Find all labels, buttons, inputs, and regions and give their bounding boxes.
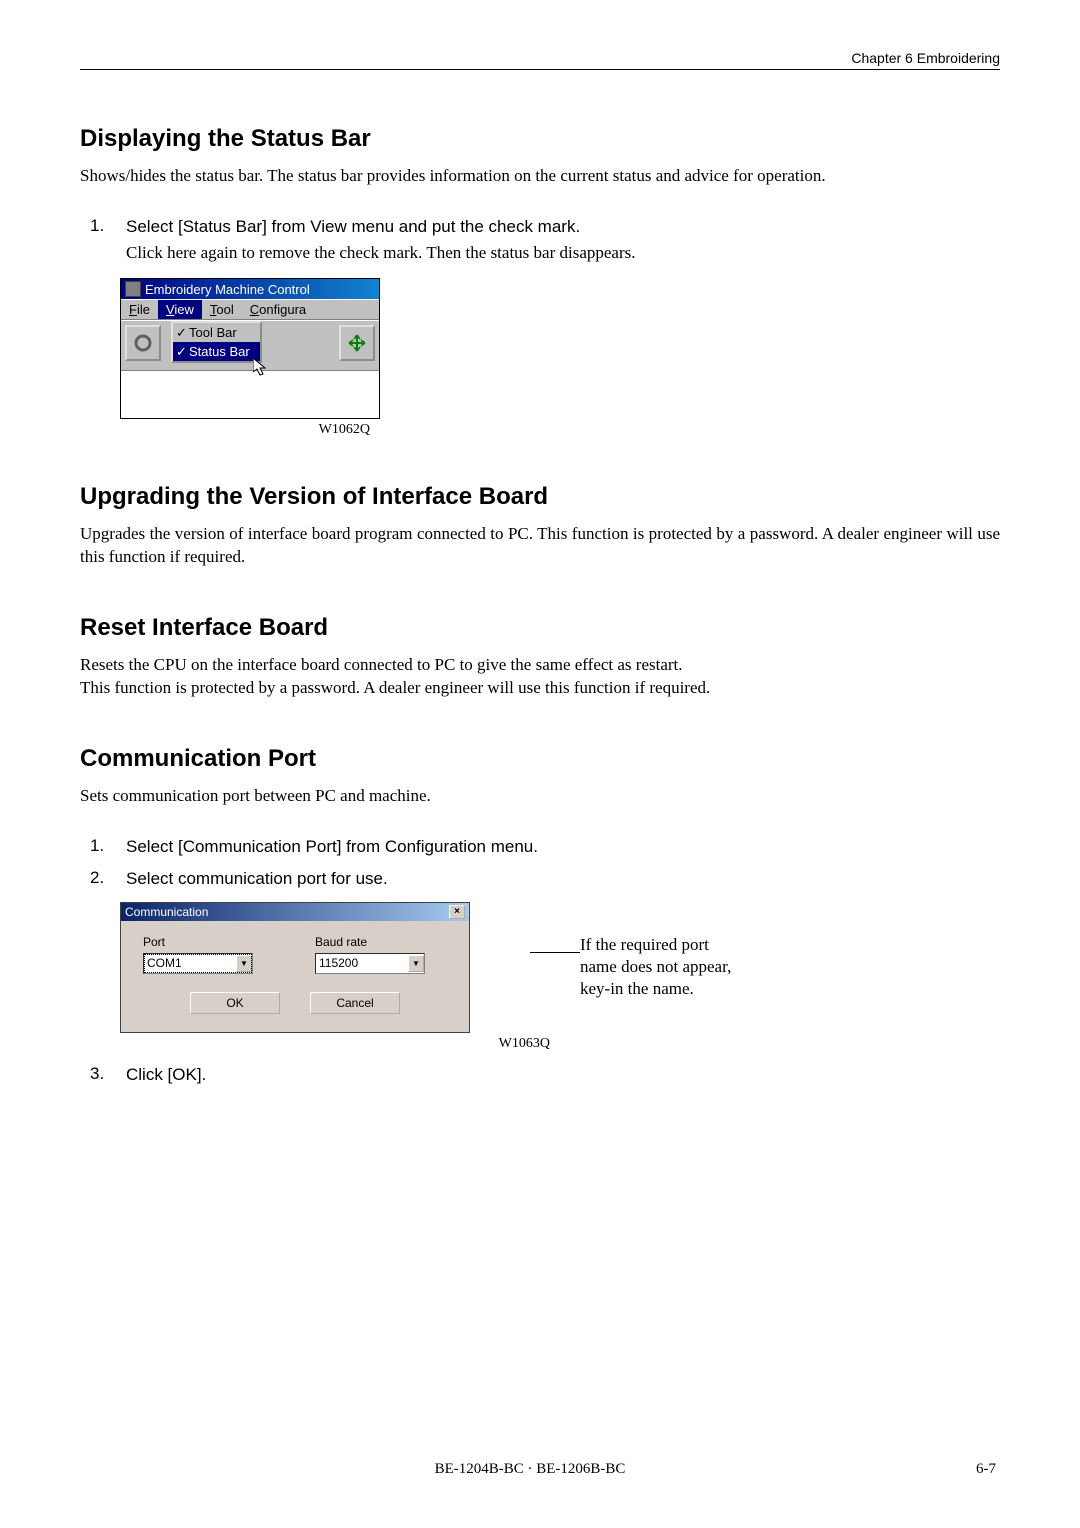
port-value: COM1 <box>147 956 182 970</box>
callout-text: If the required port name does not appea… <box>580 934 731 1000</box>
menu-tool[interactable]: Tool <box>202 300 242 319</box>
app-icon <box>125 281 141 297</box>
section3-body2: This function is protected by a password… <box>80 677 1000 700</box>
menu-configuration[interactable]: Configura <box>242 300 314 319</box>
step-text: Select communication port for use. <box>126 868 388 890</box>
close-button[interactable]: × <box>449 905 465 919</box>
dropdown-statusbar[interactable]: ✓ Status Bar <box>173 342 260 361</box>
page-header: Chapter 6 Embroidering <box>80 50 1000 70</box>
figure-code: W1062Q <box>120 422 380 438</box>
step-text: Select [Communication Port] from Configu… <box>126 836 538 858</box>
section4-step3: 3. Click [OK]. <box>90 1064 1000 1086</box>
section4-intro: Sets communication port between PC and m… <box>80 785 1000 808</box>
port-combo[interactable]: COM1 ▼ <box>143 953 253 974</box>
section4-step2: 2. Select communication port for use. <box>90 868 1000 890</box>
check-icon: ✓ <box>176 325 187 341</box>
window-titlebar: Embroidery Machine Control <box>121 279 379 299</box>
window-title: Embroidery Machine Control <box>145 282 310 297</box>
refresh-icon <box>133 333 153 353</box>
dialog-titlebar: Communication × <box>121 903 469 921</box>
step-number: 2. <box>90 868 108 890</box>
section3-heading: Reset Interface Board <box>80 614 1000 642</box>
toolbar-button-2[interactable] <box>339 325 375 361</box>
cursor-icon <box>253 358 269 383</box>
menu-view[interactable]: View <box>158 300 202 319</box>
chapter-label: Chapter 6 Embroidering <box>851 50 1000 66</box>
figure-code: W1063Q <box>120 1036 550 1052</box>
section1-step1: 1. Select [Status Bar] from View menu an… <box>90 216 1000 263</box>
arrows-icon <box>347 333 367 353</box>
step-text: Select [Status Bar] from View menu and p… <box>126 216 636 238</box>
screenshot-row: Communication × Port COM1 ▼ Baud <box>120 902 1000 1033</box>
section2-body: Upgrades the version of interface board … <box>80 523 1000 569</box>
baud-label: Baud rate <box>315 935 447 949</box>
check-icon: ✓ <box>176 344 187 360</box>
section4-heading: Communication Port <box>80 745 1000 773</box>
window-body <box>121 370 379 418</box>
view-dropdown: ✓ Tool Bar ✓ Status Bar <box>171 321 262 363</box>
menu-file[interactable]: File <box>121 300 158 319</box>
chevron-down-icon[interactable]: ▼ <box>408 955 424 972</box>
toolbar: ✓ Tool Bar ✓ Status Bar <box>121 320 379 370</box>
section3-body1: Resets the CPU on the interface board co… <box>80 654 1000 677</box>
step-number: 1. <box>90 216 108 263</box>
section4-step1: 1. Select [Communication Port] from Conf… <box>90 836 1000 858</box>
step-text: Click [OK]. <box>126 1064 206 1086</box>
section2-heading: Upgrading the Version of Interface Board <box>80 483 1000 511</box>
baud-value: 115200 <box>319 956 358 970</box>
callout-line <box>530 952 580 953</box>
port-label: Port <box>143 935 275 949</box>
page-footer: BE-1204B-BC · BE-1206B-BC 6-7 <box>80 1461 1000 1478</box>
step-subtext: Click here again to remove the check mar… <box>126 243 636 263</box>
dropdown-toolbar[interactable]: ✓ Tool Bar <box>173 323 260 342</box>
ok-button[interactable]: OK <box>190 992 280 1014</box>
chevron-down-icon[interactable]: ▼ <box>236 955 252 972</box>
page-number: 6-7 <box>976 1461 996 1478</box>
cancel-button[interactable]: Cancel <box>310 992 400 1014</box>
section1-intro: Shows/hides the status bar. The status b… <box>80 165 1000 188</box>
step-number: 3. <box>90 1064 108 1086</box>
communication-dialog: Communication × Port COM1 ▼ Baud <box>120 902 470 1033</box>
menu-bar: File View Tool Configura <box>121 299 379 320</box>
baud-combo[interactable]: 115200 ▼ <box>315 953 425 974</box>
dialog-title: Communication <box>125 905 208 919</box>
toolbar-button-1[interactable] <box>125 325 161 361</box>
step-number: 1. <box>90 836 108 858</box>
footer-model: BE-1204B-BC · BE-1206B-BC <box>435 1461 626 1478</box>
screenshot-window1: Embroidery Machine Control File View Too… <box>120 278 380 438</box>
section1-heading: Displaying the Status Bar <box>80 125 1000 153</box>
